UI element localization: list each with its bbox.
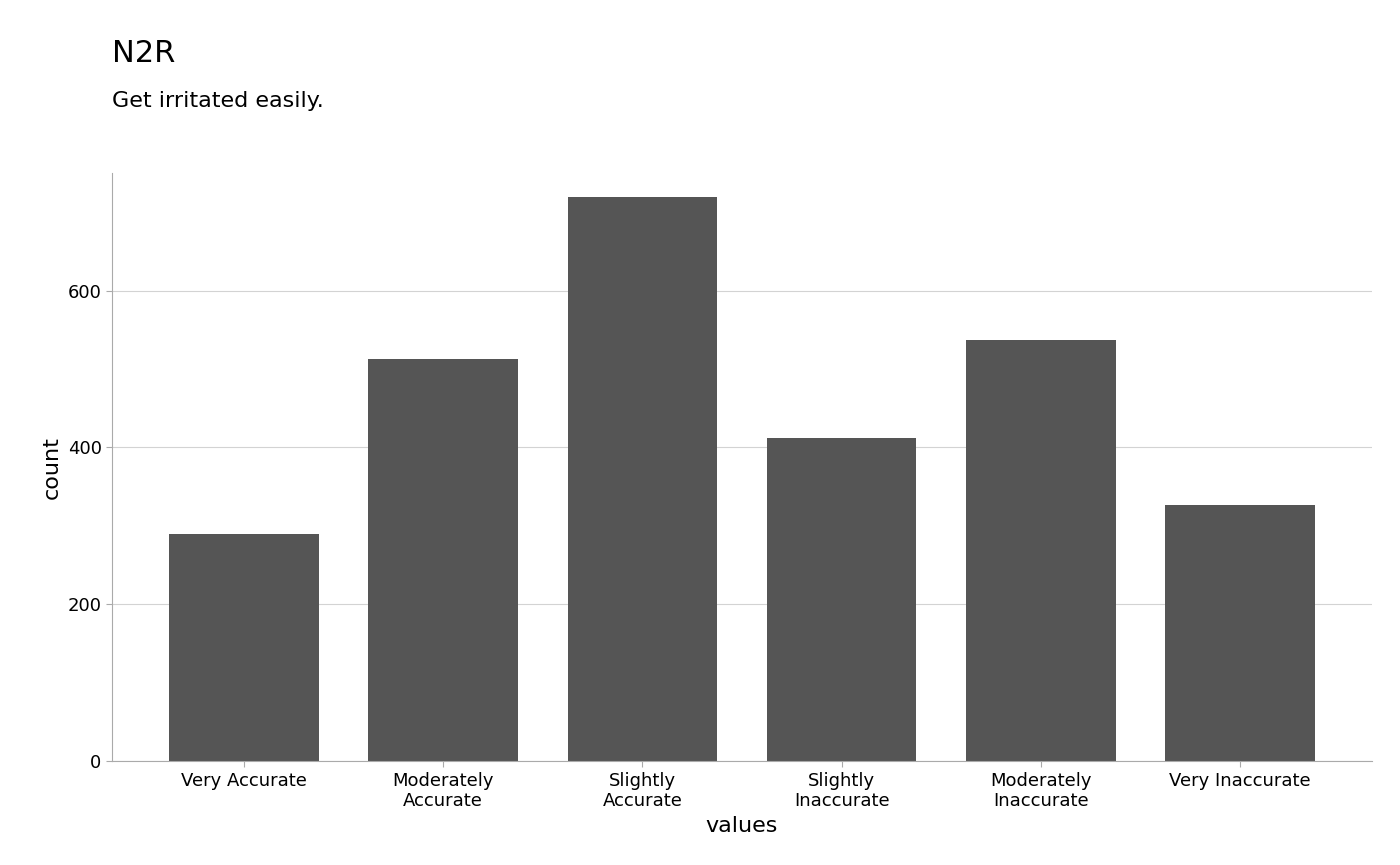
Bar (1165, 505, 1315, 761)
Text: Get irritated easily.: Get irritated easily. (112, 91, 323, 111)
X-axis label: values: values (706, 816, 778, 836)
Bar (169, 534, 319, 761)
Bar (767, 438, 917, 761)
Bar (567, 196, 717, 761)
Bar (966, 340, 1116, 761)
Bar (368, 359, 518, 761)
Y-axis label: count: count (42, 436, 62, 498)
Text: N2R: N2R (112, 39, 175, 68)
